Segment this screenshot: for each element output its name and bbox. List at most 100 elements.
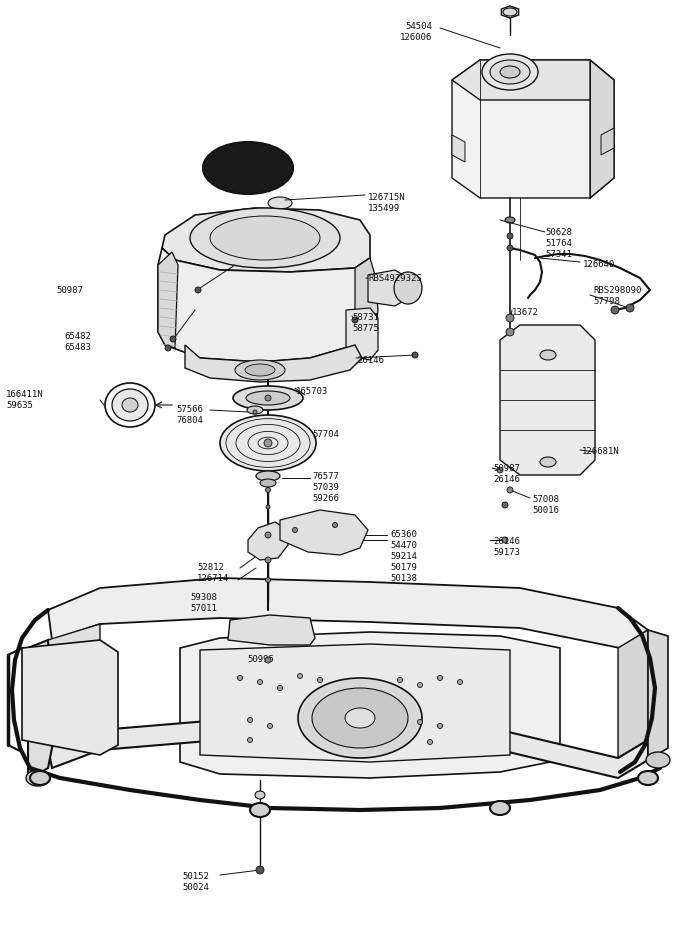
Ellipse shape [265, 557, 271, 563]
Ellipse shape [502, 537, 508, 543]
Ellipse shape [506, 314, 514, 322]
Polygon shape [28, 640, 52, 780]
Text: 52812
126714: 52812 126714 [197, 563, 229, 583]
Ellipse shape [258, 680, 263, 685]
Ellipse shape [638, 771, 658, 785]
Text: RBS298090
57798: RBS298090 57798 [593, 286, 641, 306]
Ellipse shape [277, 686, 282, 690]
Ellipse shape [482, 54, 538, 90]
Text: 26146: 26146 [357, 356, 384, 365]
Polygon shape [368, 270, 408, 306]
Ellipse shape [626, 304, 634, 312]
Ellipse shape [352, 317, 358, 323]
Polygon shape [280, 510, 368, 555]
Text: 50987: 50987 [56, 286, 83, 295]
Text: 166411N
59635: 166411N 59635 [6, 390, 44, 410]
Text: 65482
65483: 65482 65483 [64, 332, 91, 352]
Ellipse shape [265, 488, 270, 492]
Polygon shape [185, 345, 362, 382]
Ellipse shape [235, 360, 285, 380]
Ellipse shape [437, 675, 443, 681]
Ellipse shape [298, 678, 422, 758]
Polygon shape [648, 630, 668, 760]
Ellipse shape [297, 673, 302, 678]
Ellipse shape [418, 720, 423, 724]
Ellipse shape [345, 708, 375, 728]
Text: 54504
126006: 54504 126006 [400, 22, 432, 42]
Polygon shape [618, 630, 648, 758]
Ellipse shape [332, 523, 338, 527]
Ellipse shape [490, 801, 510, 815]
Polygon shape [158, 248, 370, 362]
Ellipse shape [507, 245, 513, 251]
Ellipse shape [26, 770, 50, 786]
Ellipse shape [238, 675, 243, 681]
Ellipse shape [246, 391, 290, 405]
Polygon shape [500, 325, 595, 475]
Ellipse shape [265, 395, 271, 401]
Ellipse shape [268, 197, 292, 209]
Polygon shape [248, 522, 288, 560]
Ellipse shape [122, 398, 138, 412]
Ellipse shape [611, 306, 619, 314]
Text: 126640: 126640 [583, 260, 615, 269]
Polygon shape [346, 308, 378, 360]
Ellipse shape [398, 677, 402, 683]
Ellipse shape [165, 345, 171, 351]
Ellipse shape [500, 66, 520, 78]
Ellipse shape [264, 439, 272, 447]
Ellipse shape [233, 386, 303, 410]
Ellipse shape [427, 740, 432, 744]
Ellipse shape [505, 217, 515, 223]
Text: 57008
50016: 57008 50016 [532, 495, 559, 515]
Text: 57704: 57704 [312, 430, 339, 439]
Ellipse shape [497, 467, 503, 473]
Polygon shape [48, 624, 100, 748]
Ellipse shape [503, 8, 517, 16]
Polygon shape [158, 252, 178, 348]
Text: 13672: 13672 [512, 308, 539, 317]
Ellipse shape [30, 771, 50, 785]
Ellipse shape [394, 272, 422, 304]
Ellipse shape [256, 866, 264, 874]
Text: RBS492932S: RBS492932S [368, 274, 422, 283]
Polygon shape [180, 632, 560, 778]
Ellipse shape [265, 532, 271, 538]
Ellipse shape [268, 724, 272, 728]
Ellipse shape [247, 406, 263, 414]
Ellipse shape [250, 803, 270, 817]
Text: 126681N: 126681N [582, 447, 620, 456]
Polygon shape [22, 640, 118, 755]
Text: 50995: 50995 [247, 655, 274, 664]
Polygon shape [355, 258, 378, 355]
Ellipse shape [170, 336, 176, 342]
Ellipse shape [412, 352, 418, 358]
Text: 57566
76804: 57566 76804 [176, 405, 203, 425]
Ellipse shape [540, 350, 556, 360]
Text: 65360
54470
59214
50179
50138: 65360 54470 59214 50179 50138 [390, 530, 417, 583]
Text: 50152
50024: 50152 50024 [182, 872, 209, 892]
Ellipse shape [256, 471, 280, 481]
Polygon shape [501, 6, 518, 18]
Ellipse shape [203, 142, 293, 194]
Ellipse shape [253, 410, 257, 414]
Ellipse shape [506, 328, 514, 336]
Ellipse shape [195, 287, 201, 293]
Polygon shape [228, 615, 315, 645]
Text: 50987
26146: 50987 26146 [493, 464, 520, 484]
Text: 76577
57039
59266: 76577 57039 59266 [312, 472, 339, 503]
Ellipse shape [502, 502, 508, 508]
Polygon shape [452, 60, 614, 198]
Ellipse shape [255, 791, 265, 799]
Ellipse shape [646, 752, 670, 768]
Ellipse shape [418, 683, 423, 688]
Ellipse shape [490, 60, 530, 84]
Text: 59308
57011: 59308 57011 [190, 593, 217, 613]
Ellipse shape [190, 208, 340, 268]
Ellipse shape [210, 216, 320, 260]
Text: 58731
58775: 58731 58775 [352, 313, 379, 333]
Polygon shape [200, 644, 510, 762]
Ellipse shape [265, 657, 271, 663]
Ellipse shape [293, 527, 297, 532]
Polygon shape [162, 208, 370, 272]
